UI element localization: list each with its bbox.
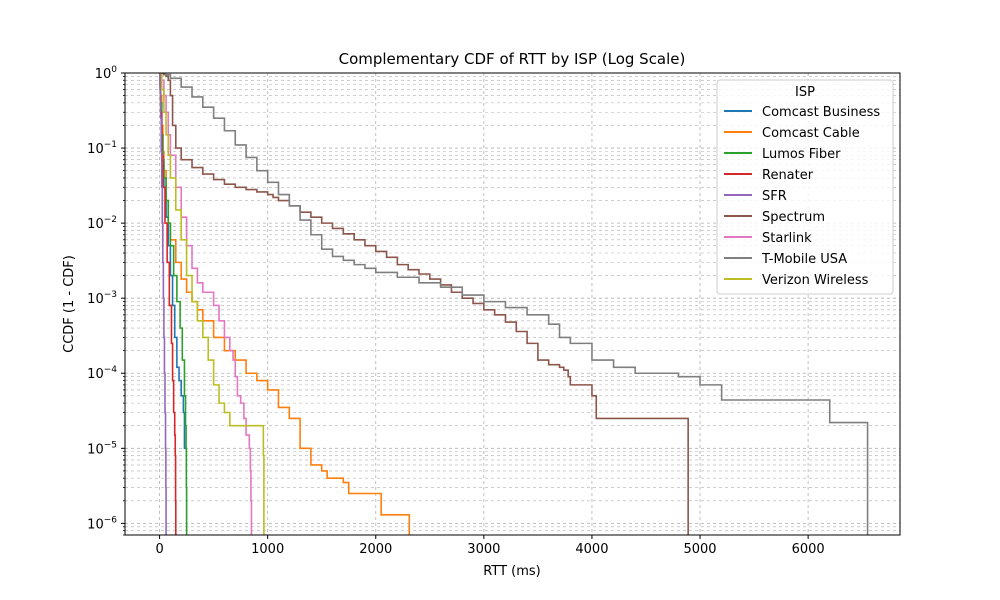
- legend-box: [716, 79, 894, 295]
- x-tick-label: 0: [155, 542, 163, 557]
- y-tick-label: 10−5: [87, 440, 117, 457]
- x-tick-label: 6000: [792, 542, 825, 557]
- legend-label-verizon-wireless: Verizon Wireless: [762, 273, 869, 288]
- x-tick-label: 4000: [575, 542, 608, 557]
- legend-label-lumos-fiber: Lumos Fiber: [762, 147, 841, 162]
- y-tick-label: 10−3: [87, 290, 117, 307]
- legend-title: ISP: [795, 85, 815, 100]
- y-axis-ticks: 100 10−1 10−2 10−3 10−4 10−5 10−6: [87, 65, 125, 536]
- legend-label-sfr: SFR: [762, 189, 787, 204]
- y-axis-label: CCDF (1 - CDF): [62, 255, 77, 353]
- legend-label-t-mobile-usa: T-Mobile USA: [761, 252, 847, 267]
- x-tick-label: 2000: [359, 542, 392, 557]
- x-axis-ticks: 0 1000 2000 3000 4000 5000 6000: [155, 535, 825, 557]
- x-tick-label: 5000: [683, 542, 716, 557]
- legend-label-comcast-business: Comcast Business: [762, 105, 880, 120]
- x-tick-label: 1000: [251, 542, 284, 557]
- y-tick-label: 10−4: [87, 365, 117, 382]
- legend-label-comcast-cable: Comcast Cable: [762, 126, 860, 141]
- series-line-t-mobile-usa: [159, 73, 869, 535]
- series-line-verizon-wireless: [159, 73, 265, 535]
- series-line-sfr: [159, 73, 167, 535]
- legend-label-starlink: Starlink: [762, 231, 812, 246]
- chart-title: Complementary CDF of RTT by ISP (Log Sca…: [339, 50, 686, 68]
- series-line-spectrum: [159, 73, 689, 535]
- legend: ISP Comcast Business Comcast Cable Lumos F…: [716, 79, 894, 295]
- y-tick-label: 100: [95, 65, 118, 82]
- x-axis-label: RTT (ms): [483, 564, 540, 579]
- legend-label-spectrum: Spectrum: [762, 210, 825, 225]
- y-tick-label: 10−1: [87, 140, 117, 157]
- y-tick-label: 10−6: [87, 515, 117, 532]
- y-tick-label: 10−2: [87, 215, 117, 232]
- series-lines: [159, 73, 869, 535]
- legend-label-renater: Renater: [762, 168, 814, 183]
- x-tick-label: 3000: [467, 542, 500, 557]
- plot-frame: [124, 72, 901, 536]
